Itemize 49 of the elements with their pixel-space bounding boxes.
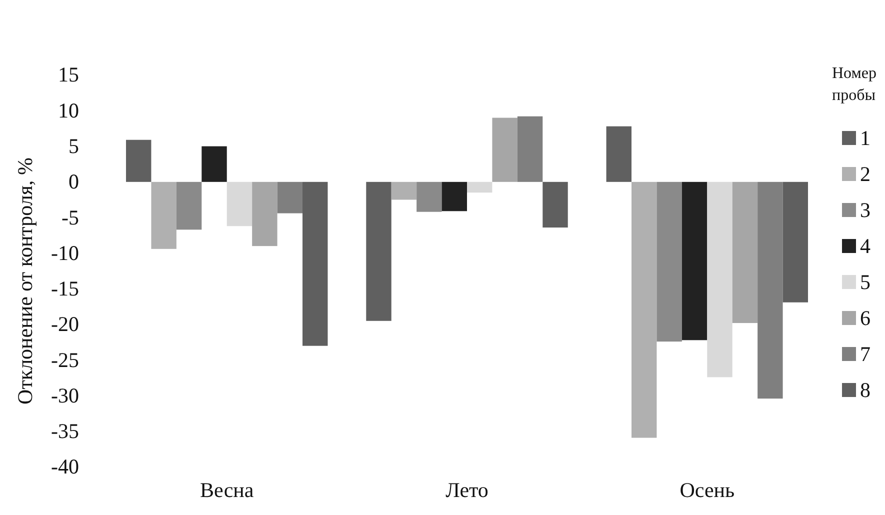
bar	[517, 116, 543, 182]
legend-label: 5	[860, 270, 870, 294]
bar	[442, 182, 467, 212]
legend-label: 7	[860, 342, 870, 366]
bar	[656, 182, 682, 342]
legend-label: 4	[860, 234, 871, 258]
y-tick-label: -35	[51, 419, 79, 444]
y-tick-label: -5	[62, 205, 79, 230]
bar	[416, 182, 442, 212]
y-tick-label: -25	[51, 348, 79, 372]
bar	[277, 182, 303, 214]
bar	[126, 140, 152, 182]
bar	[631, 182, 657, 438]
x-tick-label: Лето	[446, 478, 488, 502]
bar	[467, 182, 492, 193]
bar	[176, 182, 202, 230]
bar	[782, 182, 808, 302]
y-tick-label: 15	[58, 62, 79, 87]
bar	[302, 182, 328, 346]
y-tick-label: -15	[51, 276, 79, 301]
bar	[226, 182, 252, 226]
bar	[252, 182, 278, 246]
legend-label: 2	[860, 162, 870, 186]
y-tick-label: -40	[51, 454, 79, 479]
y-tick-label: 5	[68, 134, 79, 158]
y-tick-label: 10	[58, 98, 79, 122]
y-tick-label: -10	[51, 240, 79, 265]
y-tick-label: -30	[51, 383, 79, 408]
bar	[758, 182, 783, 399]
bar	[682, 182, 708, 340]
legend-label: 6	[860, 306, 870, 330]
bar	[492, 118, 518, 182]
bar	[732, 182, 758, 324]
bar	[366, 182, 392, 321]
bar	[202, 146, 227, 182]
legend-title: Номер пробы	[832, 65, 876, 104]
legend-label: 1	[860, 126, 870, 150]
bar	[391, 182, 417, 200]
legend-label: 8	[860, 378, 870, 402]
y-axis-title: Отклонение от контроля, %	[13, 158, 37, 404]
y-tick-label: -20	[51, 312, 79, 336]
legend-label: 3	[860, 198, 870, 222]
bar	[151, 182, 176, 249]
x-tick-label: Весна	[200, 478, 254, 502]
bar	[606, 126, 632, 182]
bar	[542, 182, 568, 228]
y-tick-label: 0	[68, 170, 79, 194]
bar	[707, 182, 732, 378]
x-tick-label: Осень	[680, 478, 735, 502]
